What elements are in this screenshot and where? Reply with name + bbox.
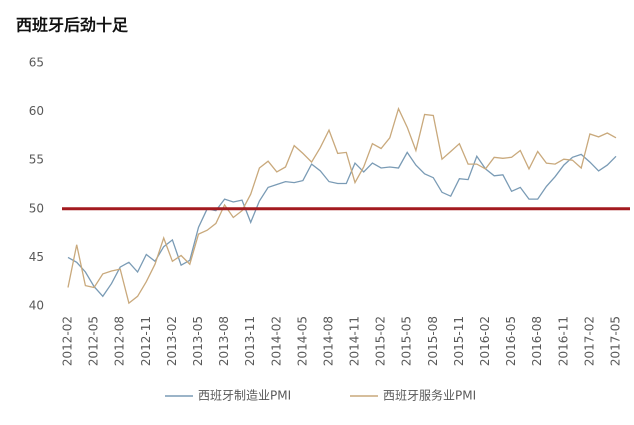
y-tick-label: 60: [29, 104, 44, 118]
series-line: [67, 106, 617, 305]
x-tick-label: 2014-02: [269, 316, 283, 366]
x-tick-label: 2014-08: [321, 316, 335, 366]
x-tick-label: 2016-11: [556, 316, 570, 366]
x-tick-label: 2013-08: [217, 316, 231, 366]
x-tick-label: 2016-02: [478, 316, 492, 366]
x-tick-label: 2015-02: [374, 316, 388, 366]
y-tick-label: 65: [29, 56, 44, 70]
x-tick-label: 2013-05: [191, 316, 205, 366]
legend-label: 西班牙制造业PMI: [198, 389, 291, 403]
series-line: [67, 151, 617, 298]
x-tick-label: 2015-05: [400, 316, 414, 366]
x-tick-label: 2016-05: [504, 316, 518, 366]
x-tick-label: 2014-05: [295, 316, 309, 366]
y-tick-label: 55: [29, 153, 44, 167]
x-tick-label: 2012-11: [139, 316, 153, 366]
y-tick-label: 40: [29, 299, 44, 313]
y-tick-label: 50: [29, 201, 44, 215]
x-tick-label: 2017-05: [609, 316, 623, 366]
x-tick-label: 2017-02: [582, 316, 596, 366]
chart-title: 西班牙后劲十足: [16, 16, 129, 35]
x-tick-label: 2015-08: [426, 316, 440, 366]
legend-label: 西班牙服务业PMI: [383, 388, 476, 403]
x-tick-label: 2012-08: [113, 316, 127, 366]
x-tick-label: 2013-02: [165, 316, 179, 366]
y-tick-label: 45: [29, 250, 44, 264]
x-tick-label: 2015-11: [452, 316, 466, 366]
x-tick-label: 2014-11: [348, 316, 362, 366]
x-tick-label: 2012-05: [87, 316, 101, 366]
x-tick-label: 2013-11: [243, 316, 257, 366]
x-tick-label: 2012-02: [61, 316, 75, 366]
x-tick-label: 2016-08: [530, 316, 544, 366]
